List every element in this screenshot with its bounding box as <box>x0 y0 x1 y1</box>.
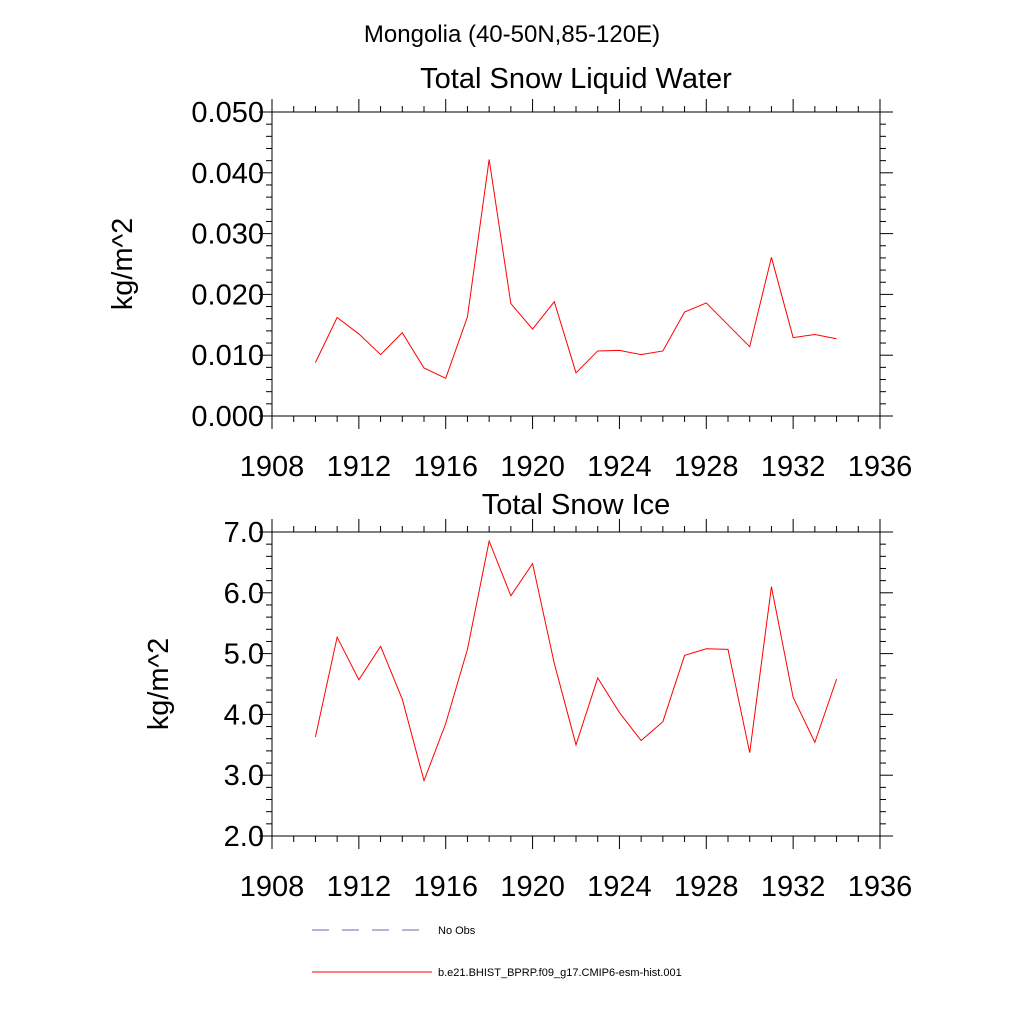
y-tick-label: 6.0 <box>224 578 264 610</box>
y-tick-label: 0.040 <box>191 158 264 190</box>
y-axis-label: kg/m^2 <box>107 218 139 311</box>
y-tick-label: 7.0 <box>224 517 264 549</box>
y-tick-label: 0.020 <box>191 279 264 311</box>
x-tick-label: 1924 <box>587 451 652 483</box>
y-tick-label: 2.0 <box>224 821 264 853</box>
y-tick-label: 0.010 <box>191 340 264 372</box>
y-tick-label: 4.0 <box>224 699 264 731</box>
plot-frame <box>271 111 881 417</box>
x-tick-label: 1912 <box>327 871 392 903</box>
y-tick-label: 0.030 <box>191 219 264 251</box>
x-tick-label: 1932 <box>761 451 826 483</box>
legend-label-model: b.e21.BHIST_BPRP.f09_g17.CMIP6-esm-hist.… <box>438 967 682 979</box>
x-tick-label: 1936 <box>848 871 913 903</box>
x-tick-label: 1920 <box>500 871 565 903</box>
y-tick-label: 3.0 <box>224 760 264 792</box>
chart-title: Total Snow Ice <box>482 489 671 521</box>
chart-snow-ice: Total Snow Ice kg/m^2 1908 1912 1916 1920 19… <box>143 489 912 903</box>
x-tick-label: 1928 <box>674 451 739 483</box>
plot-frame <box>271 531 881 837</box>
y-tick-label: 0.050 <box>191 97 264 129</box>
y-tick-label: 5.0 <box>224 639 264 671</box>
x-tick-label: 1920 <box>500 451 565 483</box>
x-tick-label: 1912 <box>327 451 392 483</box>
chart-title: Total Snow Liquid Water <box>420 63 732 95</box>
x-tick-label: 1916 <box>413 871 478 903</box>
x-tick-label: 1928 <box>674 871 739 903</box>
y-axis-label: kg/m^2 <box>143 638 175 731</box>
chart-snow-liquid-water: Total Snow Liquid Water kg/m^2 1908 1912 1… <box>107 63 912 483</box>
x-tick-label: 1908 <box>240 451 305 483</box>
series-line <box>314 159 837 379</box>
x-tick-label: 1908 <box>240 871 305 903</box>
series-line <box>314 539 838 783</box>
x-tick-label: 1916 <box>413 451 478 483</box>
x-tick-label: 1932 <box>761 871 826 903</box>
page-title: Mongolia (40-50N,85-120E) <box>364 21 660 48</box>
x-tick-label: 1936 <box>848 451 913 483</box>
y-tick-label: 0.000 <box>191 401 264 433</box>
legend-label-no-obs: No Obs <box>438 925 476 937</box>
x-tick-label: 1924 <box>587 871 652 903</box>
legend: No Obs b.e21.BHIST_BPRP.f09_g17.CMIP6-es… <box>312 925 682 979</box>
